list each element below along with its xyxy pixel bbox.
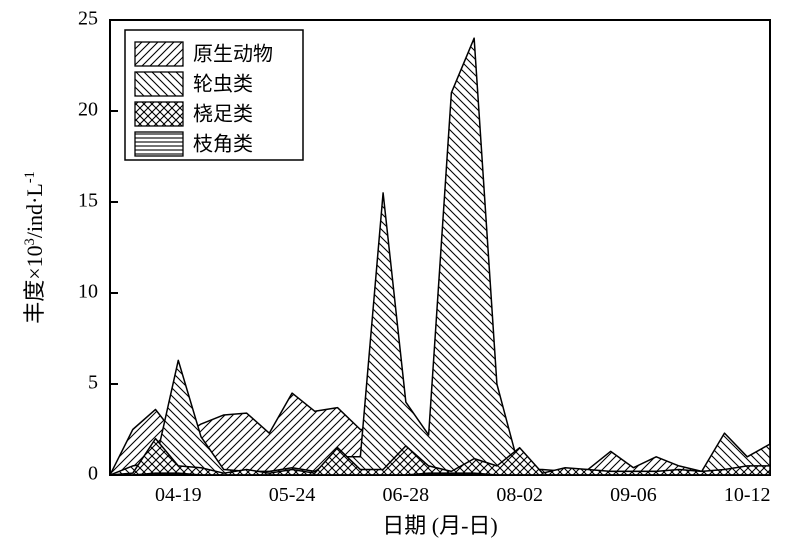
y-tick-label: 15 (78, 190, 98, 212)
y-axis-label: 丰度×103/ind·L-1 (22, 171, 47, 324)
chart-container: 0 5 10 15 20 25 04-19 05-24 06-28 08-02 09-06 10-12… (0, 0, 800, 549)
x-tick-label: 09-06 (610, 484, 657, 506)
legend-label: 原生动物 (193, 43, 273, 66)
y-tick-label: 10 (78, 281, 98, 303)
x-tick-label: 06-28 (383, 484, 430, 506)
y-tick-label: 25 (78, 8, 98, 30)
x-axis-label: 日期 (月-日) (382, 513, 497, 538)
y-tick-label: 20 (78, 99, 98, 121)
x-tick-label: 04-19 (155, 484, 202, 506)
legend-label: 枝角类 (193, 133, 253, 156)
x-tick-label: 08-02 (496, 484, 543, 506)
abundance-area-chart: 0 5 10 15 20 25 04-19 05-24 06-28 08-02 09-06 10-12… (0, 0, 800, 549)
legend-label: 轮虫类 (193, 73, 253, 96)
legend-swatch (135, 132, 183, 156)
legend-swatch (135, 72, 183, 96)
y-tick-label: 0 (88, 463, 98, 485)
legend-swatch (135, 42, 183, 66)
y-tick-label: 5 (88, 372, 98, 394)
legend-swatch (135, 102, 183, 126)
x-tick-label: 05-24 (269, 484, 316, 506)
legend-label: 桡足类 (193, 103, 253, 126)
x-tick-label: 10-12 (724, 484, 771, 506)
